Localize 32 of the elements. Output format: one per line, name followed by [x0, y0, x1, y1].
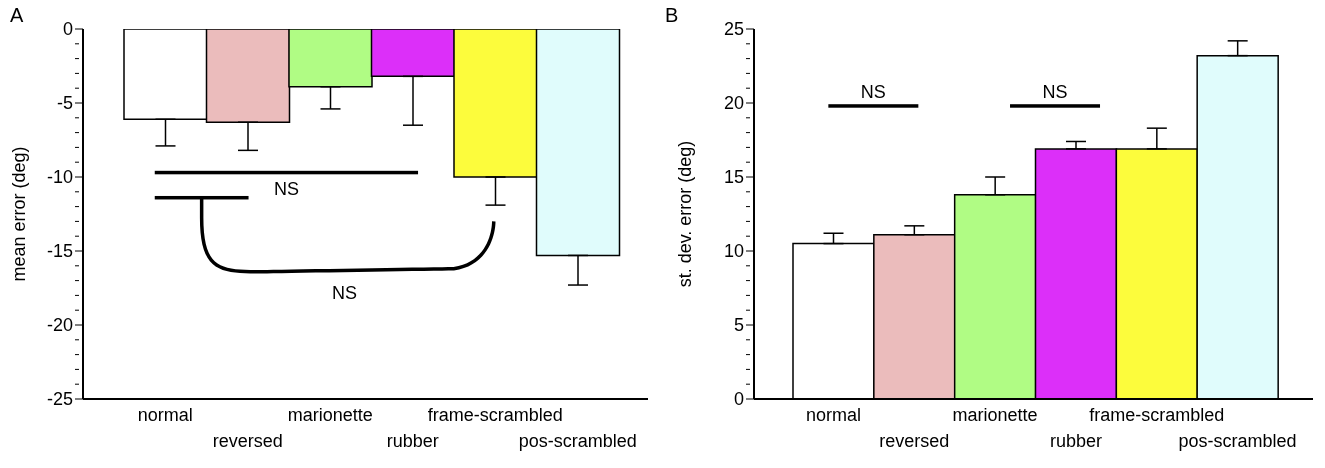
x-tick-label: pos-scrambled — [518, 431, 637, 451]
y-axis-title: st. dev. error (deg) — [675, 140, 696, 288]
y-tick-label: -15 — [46, 241, 73, 262]
annotation: NS — [273, 179, 299, 200]
y-tick-label: 0 — [62, 19, 73, 40]
x-tick-label: frame-scrambled — [1089, 405, 1225, 425]
x-tick-label: pos-scrambled — [1178, 431, 1297, 451]
x-tick-label: normal — [137, 405, 193, 425]
y-tick-label: 15 — [723, 167, 744, 188]
x-tick-label: marionette — [952, 405, 1038, 425]
x-tick-label: normal — [805, 405, 861, 425]
y-tick-label: -5 — [56, 93, 73, 114]
y-tick-label: -20 — [46, 315, 73, 336]
y-tick-label: 25 — [723, 19, 744, 40]
chart-title: B — [665, 4, 679, 27]
y-tick-label: 20 — [723, 93, 744, 114]
x-tick-label: marionette — [287, 405, 373, 425]
annotation: NS — [1042, 81, 1068, 102]
y-tick-label: 5 — [733, 315, 744, 336]
chart-title: A — [10, 4, 24, 27]
y-tick-label: -10 — [46, 167, 73, 188]
x-tick-label: rubber — [386, 431, 439, 451]
y-tick-label: -25 — [46, 389, 73, 410]
x-tick-label: reversed — [212, 431, 283, 451]
y-axis-title: mean error (deg) — [9, 146, 30, 282]
x-tick-label: frame-scrambled — [427, 405, 563, 425]
annotation: NS — [860, 81, 886, 102]
x-tick-label: rubber — [1049, 431, 1102, 451]
y-tick-label: 0 — [733, 389, 744, 410]
x-tick-label: reversed — [879, 431, 950, 451]
annotation: NS — [332, 282, 358, 303]
y-tick-label: 10 — [723, 241, 744, 262]
